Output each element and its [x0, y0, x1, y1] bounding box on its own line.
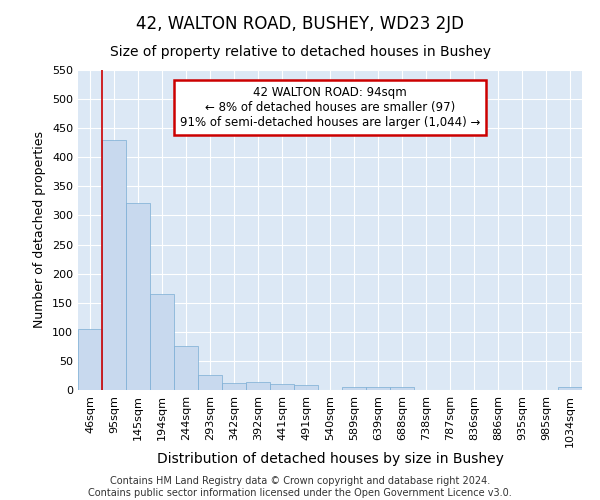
Bar [270, 384, 294, 390]
Text: Contains HM Land Registry data © Crown copyright and database right 2024.
Contai: Contains HM Land Registry data © Crown c… [88, 476, 512, 498]
Bar [102, 140, 126, 390]
Bar [222, 383, 246, 390]
Bar [294, 386, 318, 390]
Bar [78, 330, 102, 390]
Text: 42 WALTON ROAD: 94sqm
← 8% of detached houses are smaller (97)
91% of semi-detac: 42 WALTON ROAD: 94sqm ← 8% of detached h… [180, 86, 480, 129]
Bar [246, 382, 270, 390]
Text: Size of property relative to detached houses in Bushey: Size of property relative to detached ho… [110, 45, 491, 59]
Y-axis label: Number of detached properties: Number of detached properties [34, 132, 46, 328]
Bar [198, 375, 222, 390]
Bar [558, 387, 582, 390]
Bar [126, 202, 150, 390]
Bar [366, 387, 390, 390]
Bar [342, 386, 366, 390]
Text: 42, WALTON ROAD, BUSHEY, WD23 2JD: 42, WALTON ROAD, BUSHEY, WD23 2JD [136, 15, 464, 33]
Bar [390, 386, 414, 390]
X-axis label: Distribution of detached houses by size in Bushey: Distribution of detached houses by size … [157, 452, 503, 466]
Bar [150, 294, 174, 390]
Bar [174, 346, 198, 390]
